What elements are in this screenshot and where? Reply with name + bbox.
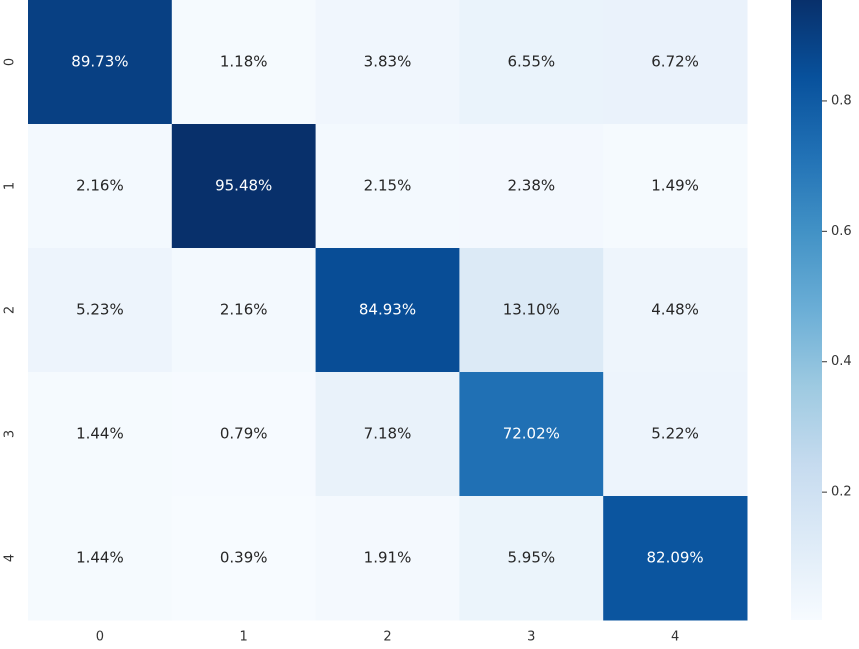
cell-label: 95.48%: [215, 177, 272, 195]
heatmap-cell: [171, 0, 317, 125]
cell-label: 2.16%: [76, 177, 124, 195]
cell-label: 72.02%: [503, 425, 560, 443]
cell-label: 0.79%: [220, 425, 268, 443]
cell-label: 2.38%: [507, 177, 555, 195]
heatmap-cell: [603, 0, 748, 125]
heatmap-cell: [315, 372, 460, 497]
cell-label: 2.16%: [220, 301, 268, 319]
cell-label: 6.72%: [651, 53, 699, 71]
heatmap-cell: [603, 124, 748, 249]
cell-label: 1.44%: [76, 425, 124, 443]
colorbar-tick-label: 0.4: [831, 354, 852, 369]
heatmap-cell: [171, 248, 317, 373]
cell-label: 5.22%: [651, 425, 699, 443]
heatmap-cell: [28, 372, 173, 497]
colorbar-tick-label: 0.2: [831, 485, 852, 500]
heatmap-cell: [459, 372, 604, 497]
heatmap-cell: [171, 496, 317, 621]
cell-label: 1.18%: [220, 53, 268, 71]
cell-label: 3.83%: [364, 53, 412, 71]
heatmap-cell: [171, 124, 317, 249]
cell-label: 5.23%: [76, 301, 124, 319]
heatmap-cell: [28, 124, 173, 249]
heatmap-cell: [603, 496, 748, 621]
cell-label: 1.49%: [651, 177, 699, 195]
heatmap-cell: [28, 0, 173, 125]
y-tick-label: 3: [3, 430, 18, 438]
x-tick-label: 2: [383, 630, 391, 645]
cell-label: 84.93%: [359, 301, 416, 319]
cell-label: 6.55%: [507, 53, 555, 71]
heatmap-cell: [459, 0, 604, 125]
colorbar-tick-label: 0.6: [831, 224, 852, 239]
heatmap-cell: [459, 248, 604, 373]
heatmap-cell: [315, 0, 460, 125]
cell-label: 89.73%: [71, 53, 128, 71]
cell-label: 13.10%: [503, 301, 560, 319]
cell-label: 2.15%: [364, 177, 412, 195]
x-tick-label: 4: [671, 630, 679, 645]
heatmap-cell: [603, 248, 748, 373]
heatmap-cell: [171, 372, 317, 497]
cell-label: 5.95%: [507, 549, 555, 567]
y-tick-label: 0: [3, 58, 18, 66]
heatmap-cell: [28, 248, 173, 373]
cell-label: 0.39%: [220, 549, 268, 567]
cell-label: 7.18%: [364, 425, 412, 443]
colorbar: [791, 0, 822, 620]
heatmap-cell: [315, 124, 460, 249]
y-tick-label: 4: [3, 554, 18, 562]
x-tick-label: 3: [527, 630, 535, 645]
y-tick-label: 2: [3, 306, 18, 314]
heatmap-cell: [315, 496, 460, 621]
heatmap-cell: [28, 496, 173, 621]
x-tick-label: 1: [240, 630, 248, 645]
colorbar-tick-label: 0.8: [831, 93, 852, 108]
x-tick-label: 0: [96, 630, 104, 645]
heatmap-cell: [459, 124, 604, 249]
cell-label: 1.91%: [364, 549, 412, 567]
cell-label: 4.48%: [651, 301, 699, 319]
heatmap-cell: [459, 496, 604, 621]
cell-label: 1.44%: [76, 549, 124, 567]
y-tick-label: 1: [3, 182, 18, 190]
cell-label: 82.09%: [646, 549, 703, 567]
heatmap-cell: [315, 248, 460, 373]
heatmap-cell: [603, 372, 748, 497]
